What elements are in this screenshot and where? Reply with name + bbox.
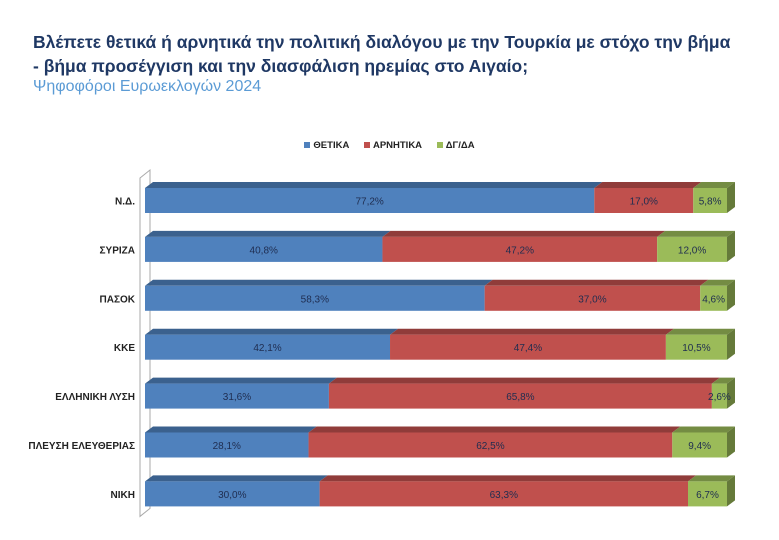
bar-top-2 (672, 426, 735, 433)
data-label: 9,4% (688, 441, 711, 452)
bar-top-1 (319, 475, 697, 482)
data-label: 4,6% (702, 294, 725, 305)
category-label: ΝΙΚΗ (111, 490, 135, 501)
data-label: 42,1% (253, 343, 281, 354)
legend-swatch-positive (304, 142, 311, 149)
bar-top-2 (693, 182, 735, 188)
data-label: 62,5% (476, 441, 504, 452)
data-label: 31,6% (223, 392, 251, 403)
data-label: 47,2% (506, 245, 534, 256)
bar-top-1 (484, 279, 709, 286)
data-label: 77,2% (355, 197, 383, 208)
bar-top-2 (700, 279, 735, 286)
bar-side (727, 279, 735, 311)
bar-side (727, 328, 735, 360)
legend-item-positive: ΘΕΤΙΚΑ (304, 140, 349, 151)
category-label: ΣΥΡΙΖΑ (100, 245, 135, 256)
bar-top-1 (594, 182, 702, 188)
bar-segment (657, 236, 727, 262)
bar-top-2 (688, 475, 735, 482)
data-label: 17,0% (630, 197, 658, 208)
bar-side (727, 230, 735, 262)
bar-segment (145, 188, 595, 213)
bar-segment (145, 285, 485, 311)
bar-top-0 (145, 475, 328, 482)
bar-segment (390, 334, 666, 360)
bar-segment (688, 481, 727, 507)
category-label: Ν.Δ. (115, 197, 135, 208)
legend: ΘΕΤΙΚΑ ΑΡΝΗΤΙΚΑ ΔΓ/ΔΑ (0, 140, 779, 151)
data-label: 6,7% (696, 490, 719, 501)
bar-segment (700, 285, 727, 311)
category-label: ΚΚΕ (114, 343, 135, 354)
bar-segment (308, 432, 673, 458)
bar-top-0 (145, 377, 337, 384)
bar-top-2 (711, 377, 735, 384)
data-label: 63,3% (490, 490, 518, 501)
data-label: 37,0% (578, 294, 606, 305)
data-label: 5,8% (699, 197, 722, 208)
data-label: 2,6% (708, 392, 731, 403)
data-label: 10,5% (682, 343, 710, 354)
bar-segment (665, 334, 727, 360)
bar-top-2 (657, 230, 735, 237)
legend-label: ΑΡΝΗΤΙΚΑ (372, 140, 423, 151)
bar-segment (693, 188, 727, 213)
legend-item-dkna: ΔΓ/ΔΑ (436, 140, 475, 151)
bar-segment (145, 334, 391, 360)
data-label: 47,4% (514, 343, 542, 354)
bar-top-0 (145, 230, 391, 237)
bar-top-1 (390, 328, 674, 335)
bar-segment (672, 432, 727, 458)
bar-top-0 (145, 279, 493, 286)
category-label: ΕΛΛΗΝΙΚΗ ΛΥΣΗ (55, 392, 135, 403)
bar-top-0 (145, 182, 603, 188)
category-label: ΠΑΣΟΚ (100, 294, 136, 305)
bar-segment (319, 481, 689, 507)
category-label: ΠΛΕΥΣΗ ΕΛΕΥΘΕΡΙΑΣ (28, 441, 135, 452)
bar-top-0 (145, 426, 317, 433)
legend-label: ΔΓ/ΔΑ (445, 140, 475, 151)
bar-side (727, 475, 735, 507)
bar-segment (382, 236, 658, 262)
legend-label: ΘΕΤΙΚΑ (313, 140, 350, 151)
bar-side (727, 377, 735, 409)
data-label: 58,3% (301, 294, 329, 305)
chart-title: Βλέπετε θετικά ή αρνητικά την πολιτική δ… (33, 32, 731, 76)
bar-top-1 (328, 377, 720, 384)
bar-side (727, 182, 735, 213)
data-label: 12,0% (678, 245, 706, 256)
bar-segment (328, 383, 712, 409)
bar-top-2 (665, 328, 735, 335)
data-label: 40,8% (250, 245, 278, 256)
chart-subtitle: Ψηφοφόροι Ευρωεκλογών 2024 (33, 78, 262, 95)
bar-top-1 (382, 230, 666, 237)
bar-segment (484, 285, 701, 311)
legend-swatch-negative (363, 142, 370, 149)
bar-segment (145, 383, 329, 409)
bar-top-0 (145, 328, 399, 335)
data-label: 65,8% (506, 392, 534, 403)
data-label: 30,0% (218, 490, 246, 501)
bar-top-1 (308, 426, 681, 433)
legend-item-negative: ΑΡΝΗΤΙΚΑ (363, 140, 423, 151)
bar-segment (711, 383, 727, 409)
bar-segment (145, 236, 383, 262)
bar-segment (594, 188, 694, 213)
bar-segment (145, 481, 320, 507)
bar-segment (145, 432, 309, 458)
bar-side (727, 426, 735, 458)
data-label: 28,1% (213, 441, 241, 452)
legend-swatch-dkna (436, 142, 443, 149)
